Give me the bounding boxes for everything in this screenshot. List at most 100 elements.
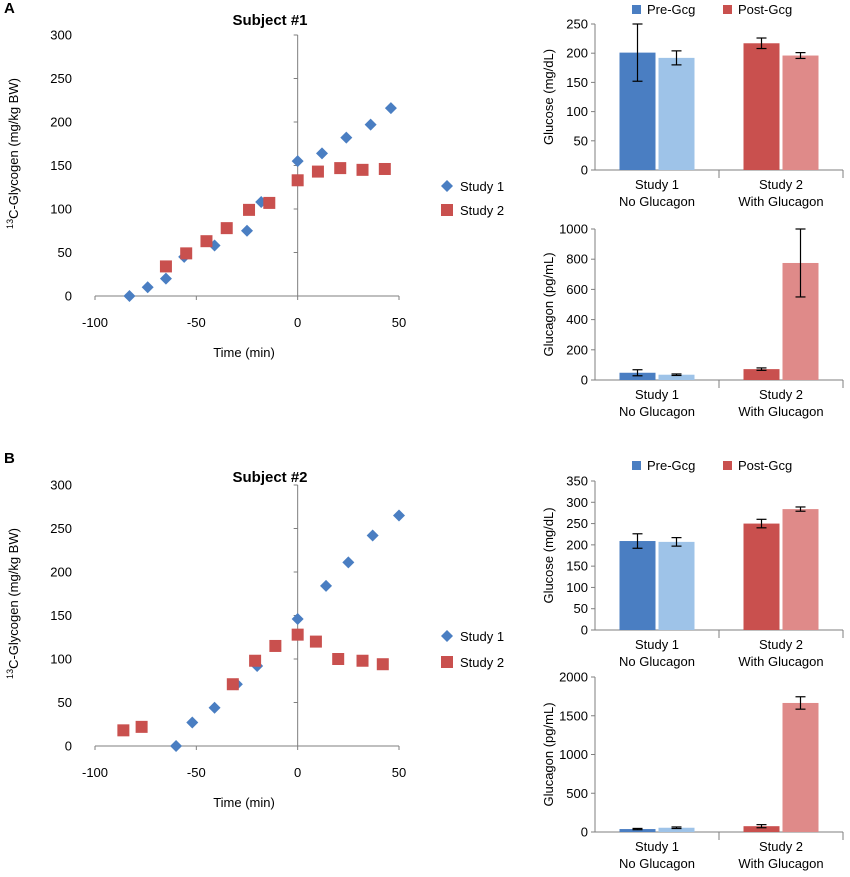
x-tick-label: -50 (187, 315, 206, 330)
y-tick-label: 200 (50, 115, 72, 130)
bar (619, 372, 656, 380)
x-tick-label: 50 (392, 765, 406, 780)
category-label: Study 2 (759, 387, 803, 402)
legend-label: Study 1 (460, 179, 504, 194)
chart-title: Subject #2 (232, 469, 307, 486)
category-sublabel: No Glucagon (619, 654, 695, 669)
y-tick-label: 100 (566, 104, 588, 119)
y-tick-label: 300 (50, 28, 72, 43)
data-point (366, 529, 379, 542)
y-tick-label: 1000 (559, 222, 588, 237)
y-tick-label: 500 (566, 786, 588, 801)
y-axis-label-superscript: 13 (5, 669, 15, 679)
y-tick-label: 100 (50, 202, 72, 217)
scatter-chart-B-scatter: Subject #2 0 50 100 150 200 250 300 -100 -50 0 50 Ti… (5, 469, 504, 810)
data-point (226, 678, 239, 691)
y-tick-label: 800 (566, 252, 588, 267)
category-label: Study 1 (635, 387, 679, 402)
y-axis-label: Glucagon (pg/mL) (541, 702, 556, 806)
bar (658, 57, 695, 170)
legend-label: Study 1 (460, 629, 504, 644)
data-point (291, 155, 304, 168)
y-tick-label: 50 (574, 133, 588, 148)
data-point (200, 235, 213, 248)
y-axis-label: Glucose (mg/dL) (541, 49, 556, 145)
legend-marker (441, 180, 453, 192)
legend-label: Post-Gcg (738, 458, 792, 473)
y-tick-label: 350 (566, 474, 588, 489)
y-tick-label: 400 (566, 312, 588, 327)
category-sublabel: No Glucagon (619, 856, 695, 871)
y-tick-label: 2000 (559, 670, 588, 685)
legend-marker (441, 656, 453, 668)
legend-marker (723, 5, 732, 14)
data-point (364, 118, 377, 131)
y-tick-label: 200 (566, 537, 588, 552)
data-point (384, 102, 397, 115)
x-tick-label: 0 (294, 315, 301, 330)
series-study-1 (170, 509, 405, 752)
y-tick-label: 150 (566, 75, 588, 90)
category-label: Study 1 (635, 637, 679, 652)
bar (743, 826, 780, 832)
y-axis-label: Glucose (mg/dL) (541, 507, 556, 603)
panel-label-b: B (4, 450, 15, 467)
bar-chart-A-glucose: 0 50 100 150 200 250 Glucose (mg/dL) Study 1 No … (541, 2, 844, 209)
data-point (117, 724, 130, 737)
y-tick-label: 0 (581, 163, 588, 178)
x-tick-label: 0 (294, 765, 301, 780)
data-point (159, 272, 172, 285)
y-tick-label: 250 (566, 516, 588, 531)
chart-title: Subject #1 (232, 12, 307, 29)
data-point (332, 653, 345, 665)
category-label: Study 1 (635, 839, 679, 854)
y-tick-label: 150 (566, 559, 588, 574)
data-point (315, 147, 328, 160)
legend-label: Study 2 (460, 655, 504, 670)
bar (658, 374, 695, 380)
data-point (356, 163, 369, 176)
y-axis-label-text: C-Glycogen (mg/kg BW) (6, 528, 21, 669)
y-tick-label: 250 (566, 17, 588, 32)
legend-label: Pre-Gcg (647, 458, 695, 473)
bar (782, 55, 819, 171)
data-point (243, 203, 256, 216)
y-tick-label: 200 (50, 565, 72, 580)
x-axis-label: Time (min) (213, 345, 275, 360)
legend-marker (441, 204, 453, 216)
category-sublabel: With Glucagon (738, 856, 823, 871)
y-tick-label: 50 (58, 245, 72, 260)
category-sublabel: With Glucagon (738, 404, 823, 419)
category-sublabel: With Glucagon (738, 194, 823, 209)
y-tick-label: 0 (65, 739, 72, 754)
data-point (376, 658, 389, 671)
bar (743, 369, 780, 380)
data-point (393, 509, 405, 522)
legend-label: Pre-Gcg (647, 2, 695, 17)
data-point (334, 162, 347, 175)
data-point (356, 654, 369, 667)
legend-marker (441, 630, 453, 642)
data-point (249, 654, 262, 667)
x-tick-label: -50 (187, 765, 206, 780)
scatter-chart-A-scatter: Subject #1 0 50 100 150 200 250 300 -100 -50 0 50 Ti… (5, 12, 504, 360)
y-tick-label: 1000 (559, 747, 588, 762)
y-tick-label: 300 (50, 478, 72, 493)
data-point (269, 639, 282, 652)
y-tick-label: 300 (566, 495, 588, 510)
category-sublabel: With Glucagon (738, 654, 823, 669)
bar (782, 509, 819, 630)
data-point (263, 196, 276, 209)
y-tick-label: 150 (50, 158, 72, 173)
panel-label-a: A (4, 0, 15, 17)
y-axis-label: 13C-Glycogen (mg/kg BW) (5, 528, 21, 679)
data-point (378, 162, 391, 175)
y-tick-label: 200 (566, 342, 588, 357)
legend-marker (723, 461, 732, 470)
y-tick-label: 0 (581, 623, 588, 638)
category-label: Study 1 (635, 177, 679, 192)
category-sublabel: No Glucagon (619, 404, 695, 419)
legend-marker (632, 461, 641, 470)
x-axis-label: Time (min) (213, 795, 275, 810)
